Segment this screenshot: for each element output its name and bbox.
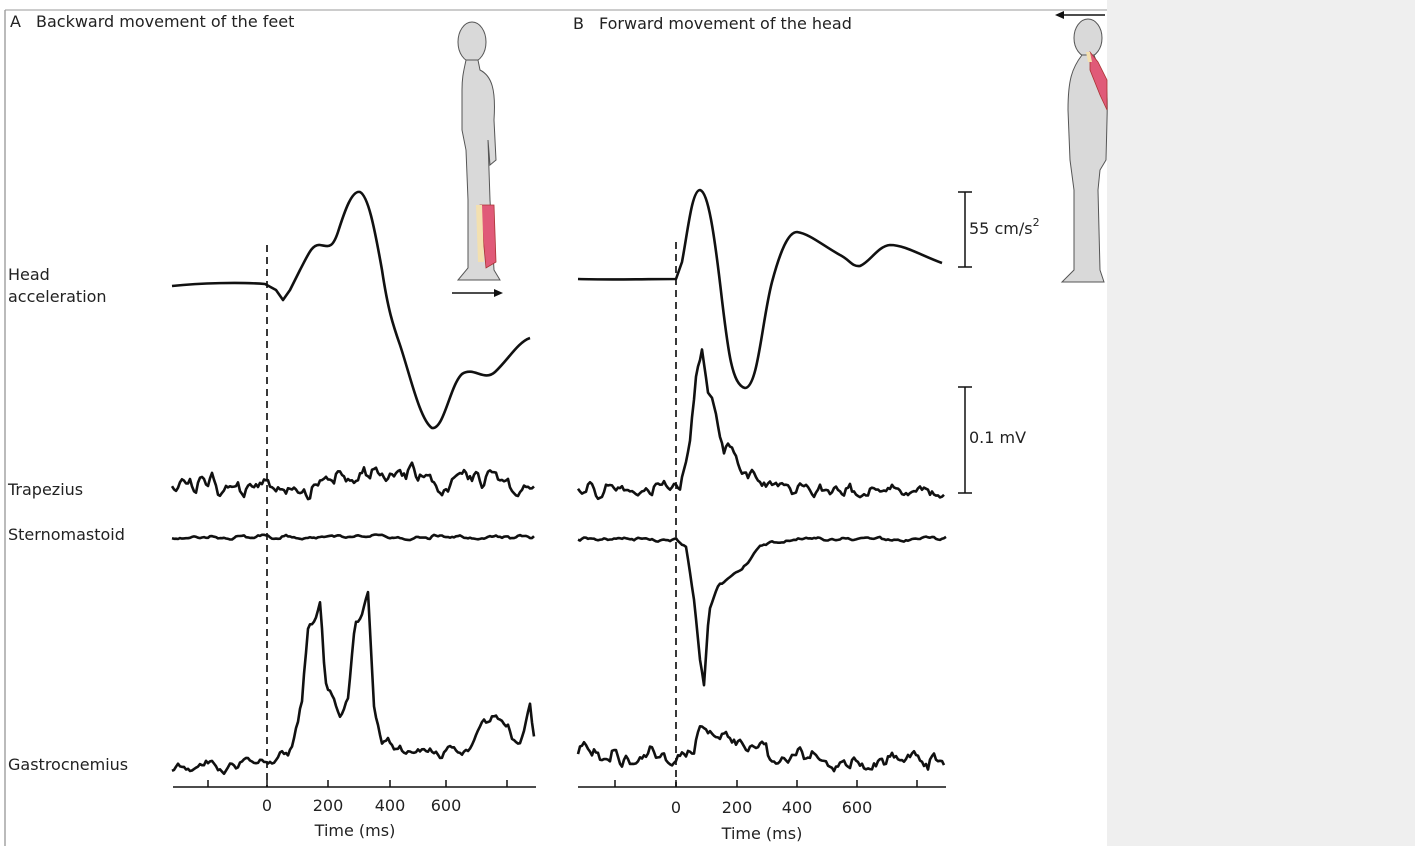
head-trace [171,190,531,430]
axis-label: Time (ms) [314,821,396,840]
tick-marks [207,780,918,787]
figure-head [1055,11,1108,283]
trace-label: acceleration [8,287,107,306]
panel-letter: A [10,12,21,31]
emg-trace [577,535,947,687]
trace-label: Trapezius [7,480,83,499]
scale-superscript: 2 [1033,216,1040,229]
tick-label: 400 [782,798,813,817]
scale-label: 55 cm/s2 [969,216,1040,238]
head-trace [577,188,943,390]
scale-bar [958,191,972,494]
figure-feet [452,21,503,297]
tick-label: 200 [722,798,753,817]
panel-title: Backward movement of the feet [36,12,294,31]
tick-label: 600 [842,798,873,817]
emg-trace [576,348,945,501]
trace-label: Head [8,265,50,284]
side-panel [1107,0,1415,846]
tick-label: 200 [313,796,344,815]
panel-letter: B [573,14,584,33]
emg-trace [170,461,535,501]
emg-trace [576,725,946,773]
scale-label: 0.1 mV [969,428,1026,447]
emg-trace [171,533,535,542]
panel-title: Forward movement of the head [599,14,852,33]
trace-label: Sternomastoid [8,525,125,544]
tick-label: 0 [262,796,272,815]
tick-label: 400 [375,796,406,815]
tick-label: 600 [431,796,462,815]
scale-text: 55 cm/s [969,219,1033,238]
axis-label: Time (ms) [721,824,803,843]
emg-trace [171,590,536,776]
tick-label: 0 [671,798,681,817]
trace-label: Gastrocnemius [8,755,128,774]
